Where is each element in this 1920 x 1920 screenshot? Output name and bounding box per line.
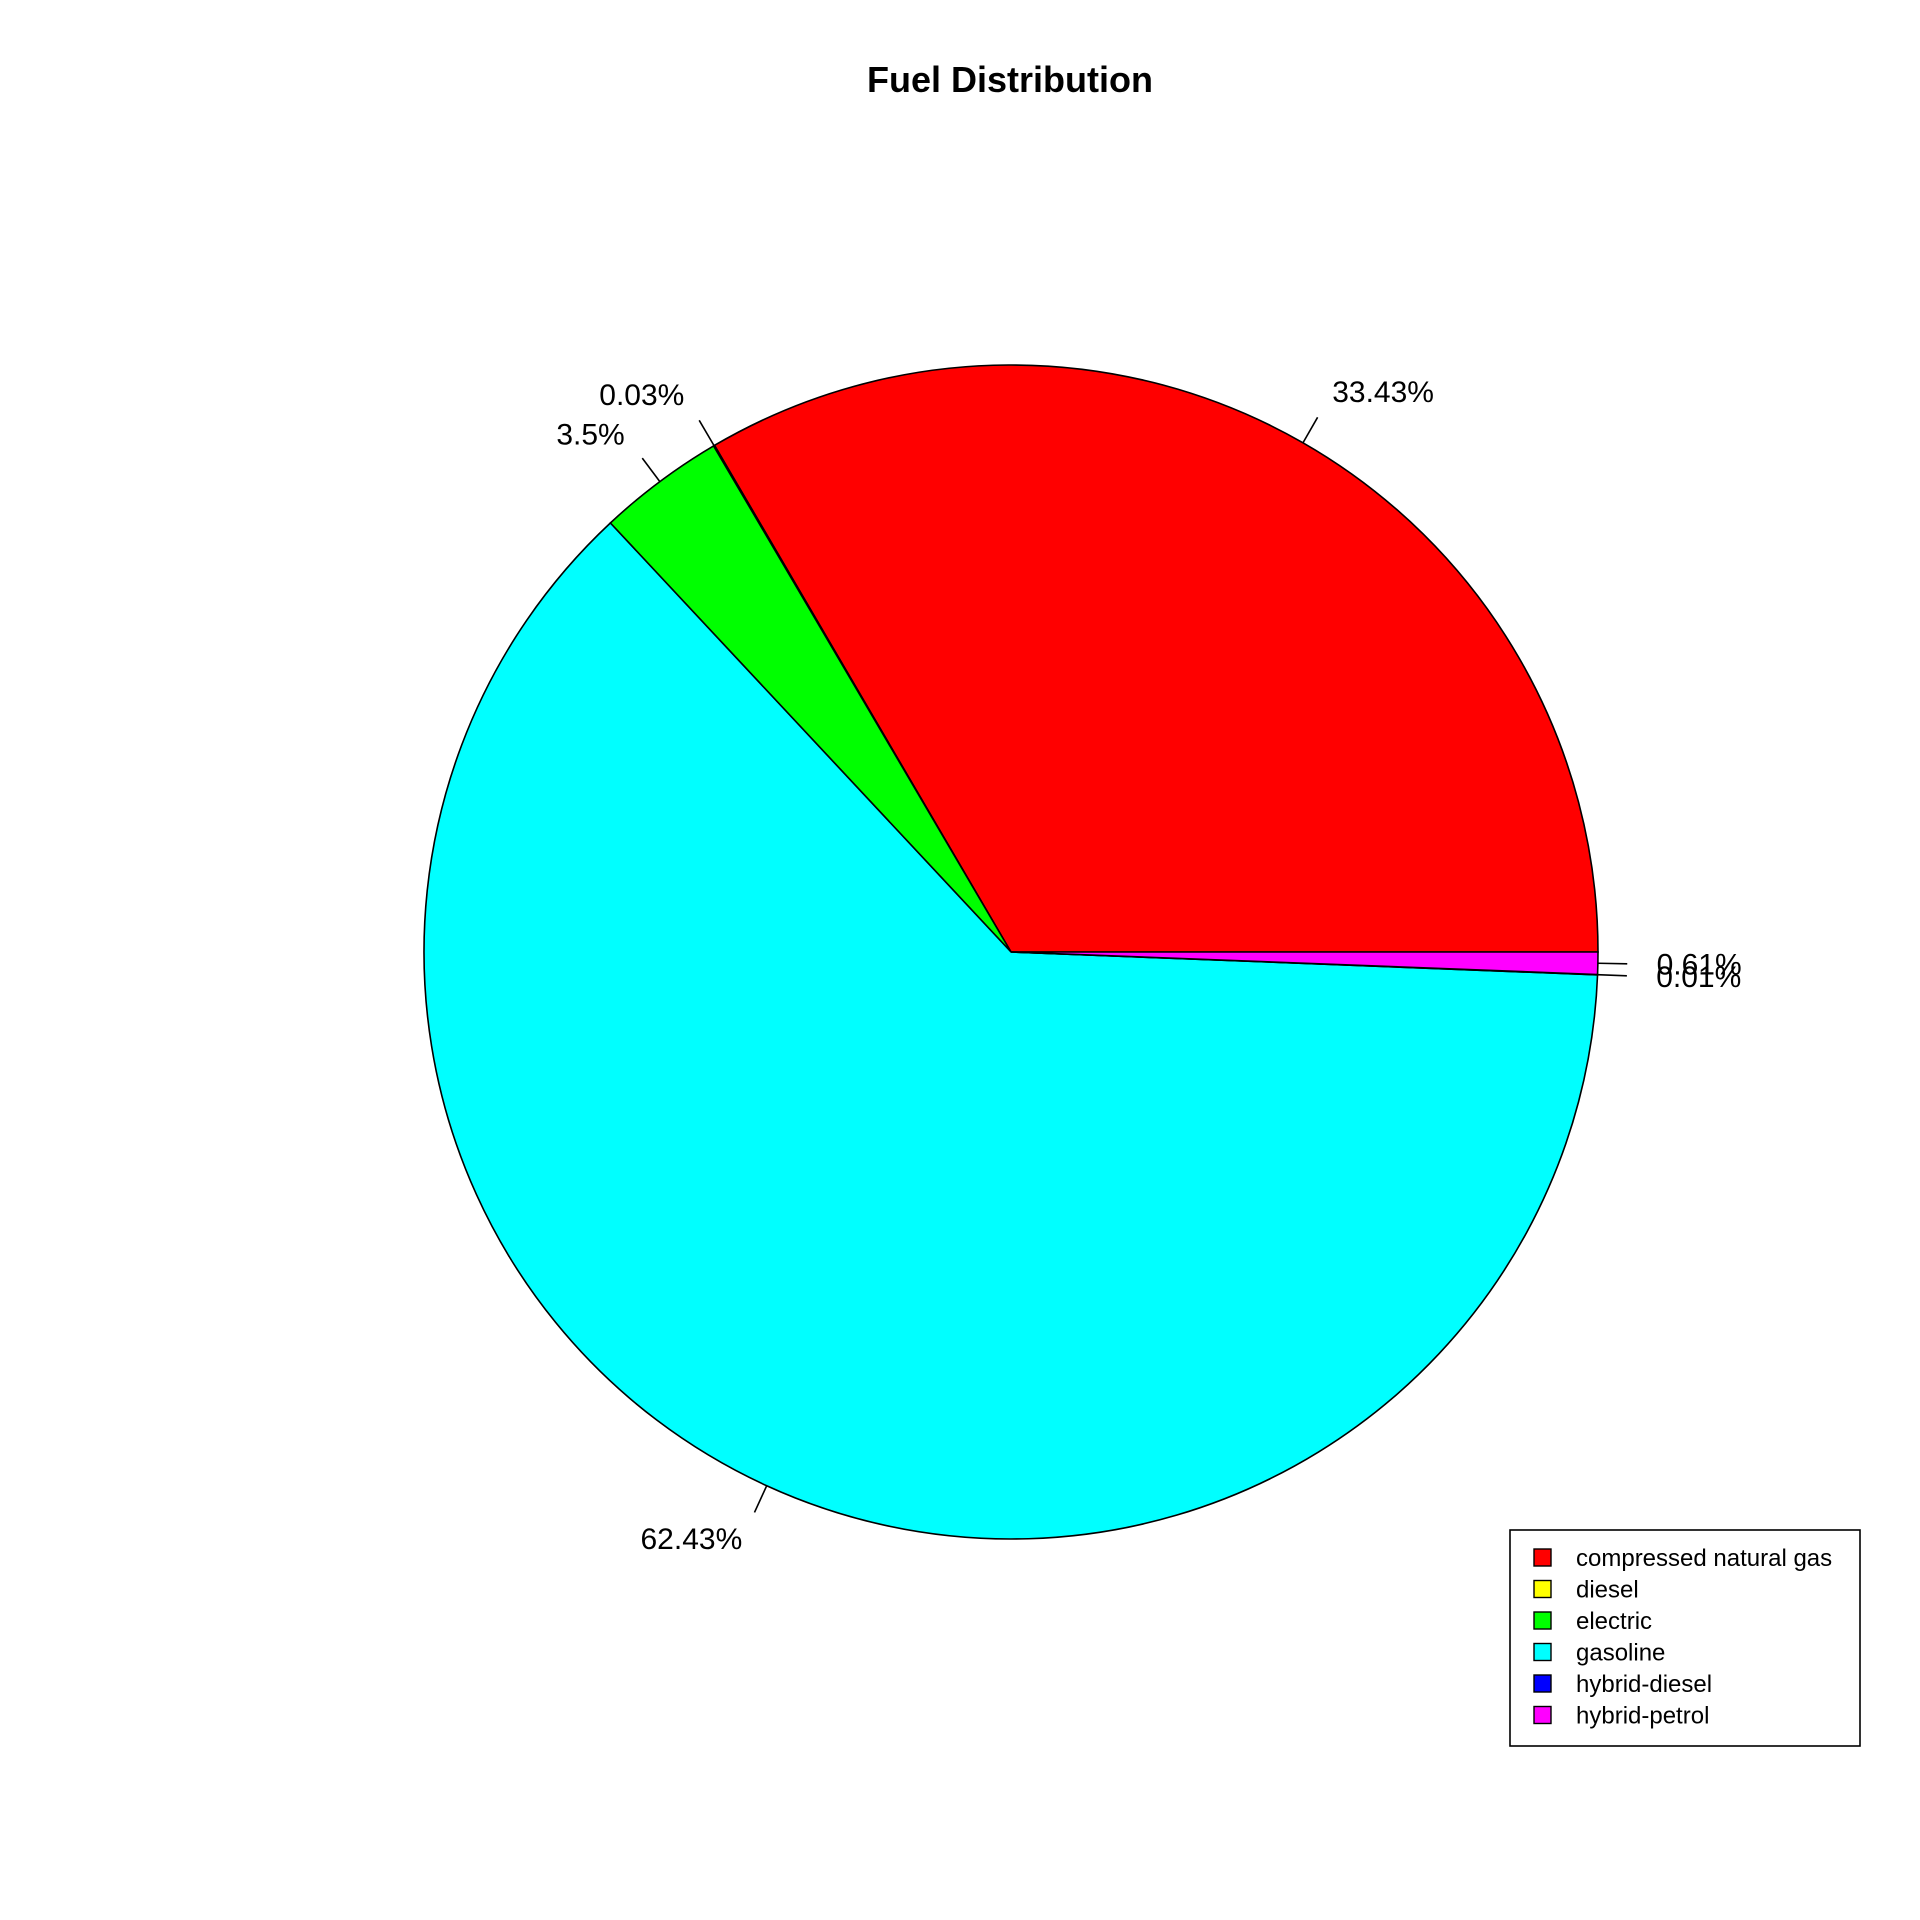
- pie-labels: 33.43% 0.03% 3.5% 62.43% 0.01%0.61%: [556, 376, 1741, 1556]
- slice-label-compressed-natural-gas: 33.43%: [1332, 376, 1434, 409]
- legend-label-hybrid-petrol: hybrid-petrol: [1576, 1703, 1709, 1730]
- legend-label-electric: electric: [1576, 1608, 1652, 1635]
- slice-label-hybrid-petrol: 0.61%: [1657, 948, 1742, 981]
- legend-swatch-diesel: [1533, 1579, 1552, 1599]
- slice-label-diesel: 0.03%: [599, 379, 684, 412]
- slice-label-hybrid-diesel: 0.01%: [1656, 961, 1741, 994]
- legend-swatch-hybrid-petrol: [1533, 1705, 1552, 1725]
- slice-label-electric: 3.5%: [556, 419, 624, 452]
- legend-box: [1509, 1529, 1861, 1747]
- leader-line-gasoline: [753, 1485, 768, 1513]
- legend: compressed natural gas diesel electric gaso…: [1509, 1529, 1861, 1747]
- leader-line-electric: [641, 457, 661, 483]
- legend-label-hybrid-diesel: hybrid-diesel: [1576, 1671, 1712, 1698]
- pie-slices: [423, 364, 1599, 1540]
- legend-label-diesel: diesel: [1576, 1577, 1639, 1604]
- legend-label-compressed-natural-gas: compressed natural gas: [1576, 1545, 1832, 1572]
- leader-line-hybrid-diesel: [1597, 973, 1627, 977]
- legend-label-gasoline: gasoline: [1576, 1640, 1665, 1667]
- legend-swatch-electric: [1533, 1611, 1552, 1630]
- pie-slice-gasoline: [423, 521, 1599, 1540]
- leader-line-hybrid-petrol: [1597, 962, 1628, 965]
- pie-slice-compressed-natural-gas: [713, 364, 1599, 953]
- leader-line-compressed-natural-gas: [1302, 416, 1319, 444]
- chart-title: Fuel Distribution: [867, 59, 1153, 100]
- legend-swatch-gasoline: [1533, 1642, 1552, 1662]
- legend-swatch-hybrid-diesel: [1533, 1674, 1552, 1693]
- slice-label-gasoline: 62.43%: [641, 1523, 743, 1556]
- leader-line-diesel: [698, 419, 715, 447]
- legend-swatch-compressed-natural-gas: [1533, 1548, 1552, 1567]
